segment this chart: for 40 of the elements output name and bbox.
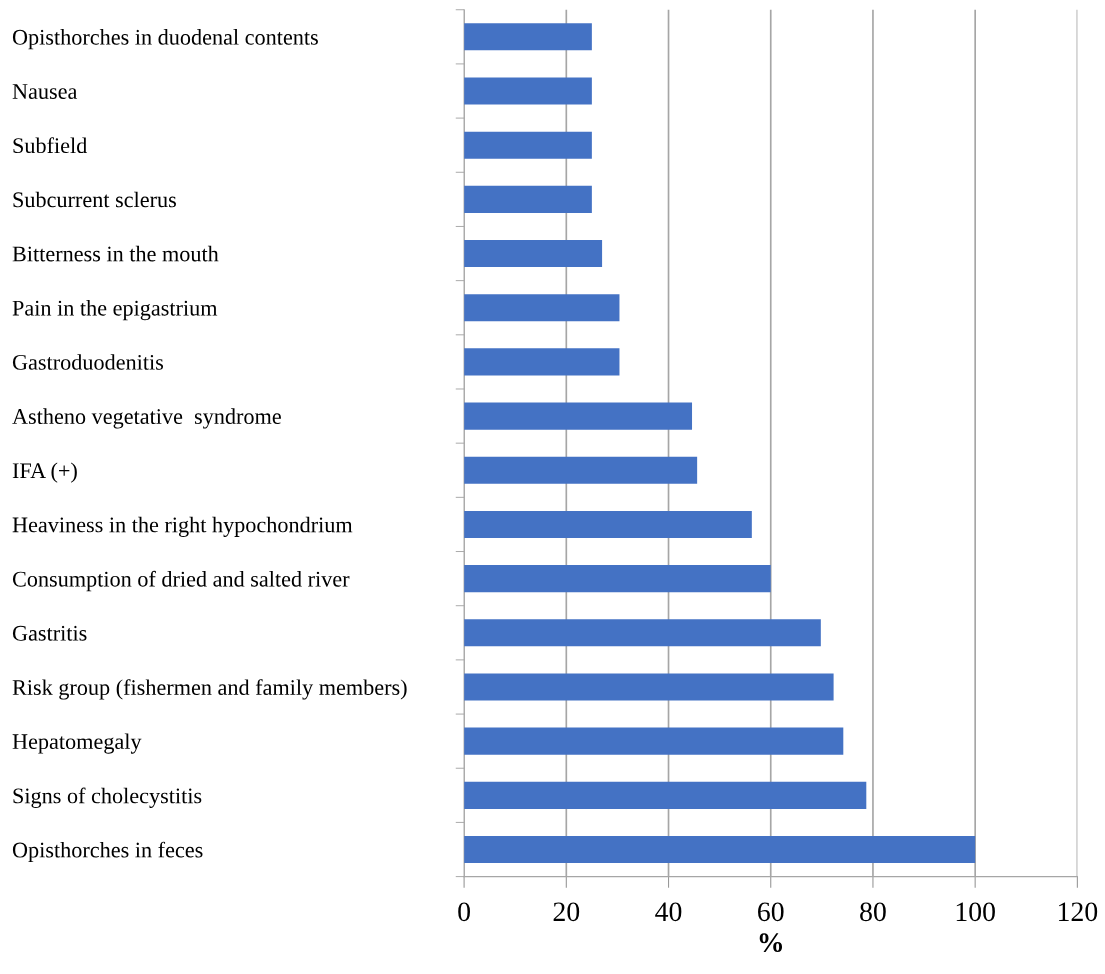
bar <box>464 240 603 268</box>
y-tick-label: Signs of cholecystitis <box>13 787 202 808</box>
bar <box>464 510 752 538</box>
y-tick-label: Subfield <box>13 137 88 154</box>
y-tick-label: Gastroduodenitis <box>12 354 164 370</box>
bar <box>464 402 693 430</box>
bar <box>464 727 844 755</box>
bar <box>464 131 592 159</box>
x-tick-label: 60 <box>758 902 784 922</box>
x-tick-label: 80 <box>860 902 886 922</box>
x-tick-label: 0 <box>458 902 470 922</box>
y-tick-label: Heaviness in the right hypochondrium <box>12 516 353 537</box>
y-tick-label: Hepatomegaly <box>12 733 142 754</box>
y-tick-label: Subcurrent sclerus <box>13 191 176 208</box>
bar <box>464 294 620 322</box>
y-tick-label: Opisthorches in duodenal contents <box>12 29 318 50</box>
x-tick-label: 40 <box>655 902 682 922</box>
bar <box>464 781 867 809</box>
y-tick-label: Nausea <box>12 84 78 99</box>
bar <box>464 619 821 647</box>
y-tick-label: IFA (+) <box>12 462 77 483</box>
y-tick-label: Gastritis <box>12 625 87 641</box>
y-tick-label: Risk group (fishermen and family members) <box>12 679 407 700</box>
y-tick-label: Consumption of dried and salted river <box>12 570 350 592</box>
bar <box>464 77 592 105</box>
bar <box>464 456 698 484</box>
x-tick-label: 100 <box>956 902 995 922</box>
bar <box>464 348 620 376</box>
y-tick-label: Bitterness in the mouth <box>12 245 219 262</box>
y-tick-label: Pain in the epigastrium <box>12 300 218 321</box>
y-tick-label: Opisthorches in feces <box>12 841 203 863</box>
bar <box>464 673 834 701</box>
bar <box>464 185 592 213</box>
y-tick-label: Astheno vegetative syndrome <box>12 408 281 429</box>
x-tick-label: 20 <box>553 902 580 922</box>
x-tick-label: 120 <box>1058 902 1098 922</box>
x-axis-title: % <box>759 933 783 952</box>
bar <box>464 23 592 51</box>
bar <box>464 835 976 864</box>
bar <box>464 565 771 593</box>
